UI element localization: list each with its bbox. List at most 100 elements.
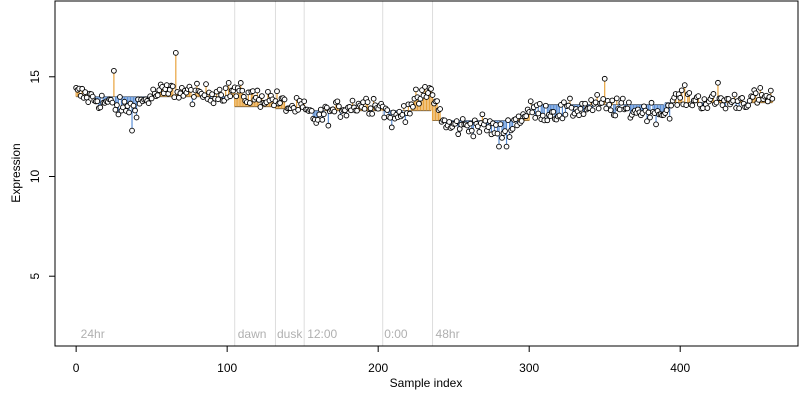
data-point (568, 104, 575, 111)
data-point (467, 120, 474, 127)
data-point (739, 95, 745, 101)
data-point (201, 92, 208, 99)
data-point (331, 108, 338, 115)
group-label: dawn (238, 327, 267, 341)
data-point (663, 107, 670, 113)
data-point (399, 111, 406, 118)
data-point (695, 93, 702, 99)
data-point (609, 97, 616, 104)
data-point (532, 114, 539, 121)
data-point (218, 92, 224, 98)
data-point (713, 99, 720, 106)
data-point (98, 92, 105, 99)
data-point (745, 102, 752, 109)
data-point (97, 104, 104, 111)
data-point (562, 111, 569, 118)
data-point (606, 101, 613, 108)
data-point (529, 109, 536, 116)
group-labels: 24hr dawn dusk 12:00 0:00 48hr (81, 327, 460, 341)
data-point (666, 115, 673, 122)
x-tick-label: 400 (670, 361, 690, 375)
data-point (239, 87, 246, 94)
group-label: 24hr (81, 327, 105, 341)
data-point (336, 103, 342, 110)
data-point (171, 94, 178, 101)
group-dividers (234, 1, 434, 346)
data-point (256, 96, 262, 103)
data-point (674, 102, 681, 108)
data-point (422, 84, 428, 90)
data-point (364, 99, 371, 105)
data-point (429, 92, 436, 98)
data-point (496, 143, 502, 150)
data-point (499, 134, 505, 141)
data-point (209, 91, 215, 98)
data-point (233, 93, 240, 100)
data-point (505, 117, 511, 123)
data-point (701, 96, 708, 102)
data-point (428, 86, 434, 92)
data-point (402, 119, 409, 125)
data-point (410, 103, 416, 110)
data-point (624, 105, 631, 112)
data-point (334, 98, 341, 105)
data-point (613, 95, 620, 102)
data-point (757, 85, 764, 91)
data-point (668, 102, 674, 109)
data-point (653, 121, 659, 128)
data-point (749, 94, 756, 100)
data-point (441, 117, 448, 124)
data-point (689, 102, 696, 109)
data-point (479, 111, 486, 118)
data-point (317, 106, 324, 113)
data-point (425, 90, 431, 96)
data-point (544, 117, 551, 124)
data-point (731, 91, 738, 98)
data-point (132, 107, 138, 114)
data-point (295, 107, 301, 113)
group-label: dusk (277, 327, 303, 341)
data-point (470, 133, 477, 140)
data-point (626, 99, 632, 106)
data-point (678, 87, 685, 94)
data-point (259, 93, 265, 99)
data-point (686, 90, 693, 96)
data-point (384, 107, 391, 113)
data-point (349, 97, 356, 104)
data-point (515, 113, 522, 120)
data-point (257, 104, 264, 110)
data-point (367, 105, 374, 112)
data-point (169, 83, 176, 90)
data-point (485, 124, 492, 130)
data-point (506, 134, 513, 140)
y-axis-title: Expression (9, 143, 23, 202)
data-point (249, 88, 256, 94)
data-point (416, 100, 422, 107)
data-point (215, 96, 221, 103)
data-point (222, 85, 229, 92)
data-point (619, 95, 626, 102)
data-point (455, 131, 462, 138)
data-point (494, 130, 501, 137)
data-point (121, 98, 128, 105)
data-point (148, 95, 155, 102)
data-point (550, 108, 557, 115)
data-point (561, 99, 567, 106)
data-point (601, 75, 608, 82)
data-point (413, 86, 419, 93)
data-point (769, 95, 776, 102)
data-point (594, 92, 600, 98)
data-point (325, 122, 332, 129)
data-point (369, 110, 375, 117)
data-point (502, 128, 508, 134)
data-points (73, 49, 776, 150)
data-point (582, 100, 588, 107)
data-point (730, 97, 736, 104)
data-point (210, 100, 217, 107)
data-point (191, 94, 197, 100)
data-point (114, 102, 120, 108)
data-point (580, 111, 587, 117)
data-point (536, 100, 543, 107)
data-point (607, 107, 614, 114)
data-point (277, 100, 283, 106)
